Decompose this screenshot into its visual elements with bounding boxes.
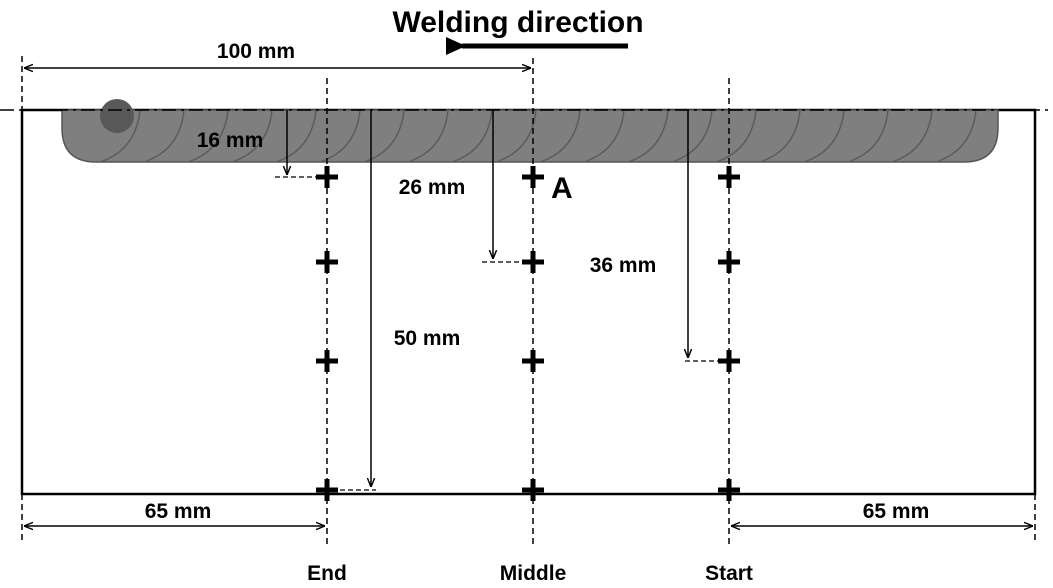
measurement-point-start-3 [718, 350, 740, 372]
measurement-point-start-4 [718, 479, 740, 501]
label-depth-16: 16 mm [197, 129, 264, 152]
measurement-point-end-3 [316, 350, 338, 372]
label-depth-26: 26 mm [399, 176, 466, 199]
measurement-point-middle-1 [522, 166, 544, 188]
label-top-span: 100 mm [217, 40, 295, 63]
measurement-point-end-2 [316, 251, 338, 273]
measurement-point-start-1 [718, 166, 740, 188]
label-right-offset: 65 mm [863, 500, 930, 523]
measurement-point-middle-3 [522, 350, 544, 372]
measurement-point-start-2 [718, 251, 740, 273]
plate [20, 108, 1037, 496]
measurement-point-middle-4 [522, 479, 544, 501]
position-label-middle: Middle [500, 562, 567, 585]
label-depth-36: 36 mm [590, 254, 657, 277]
label-left-offset: 65 mm [145, 500, 212, 523]
weld-bead [61, 99, 999, 163]
label-depth-50: 50 mm [394, 327, 461, 350]
measurement-point-middle-2 [522, 251, 544, 273]
position-label-start: Start [705, 562, 753, 585]
weld-crater [100, 99, 134, 133]
depth-arrow-26 [482, 110, 522, 263]
measurement-point-end-1 [316, 166, 338, 188]
depth-arrow-16 [275, 110, 316, 178]
welding-direction-title: Welding direction [392, 6, 643, 39]
point-a-label: A [551, 172, 573, 205]
depth-arrow-36 [685, 110, 718, 362]
position-label-end: End [307, 562, 347, 585]
measurement-point-end-4 [316, 479, 338, 501]
depth-arrow-50 [340, 110, 376, 491]
